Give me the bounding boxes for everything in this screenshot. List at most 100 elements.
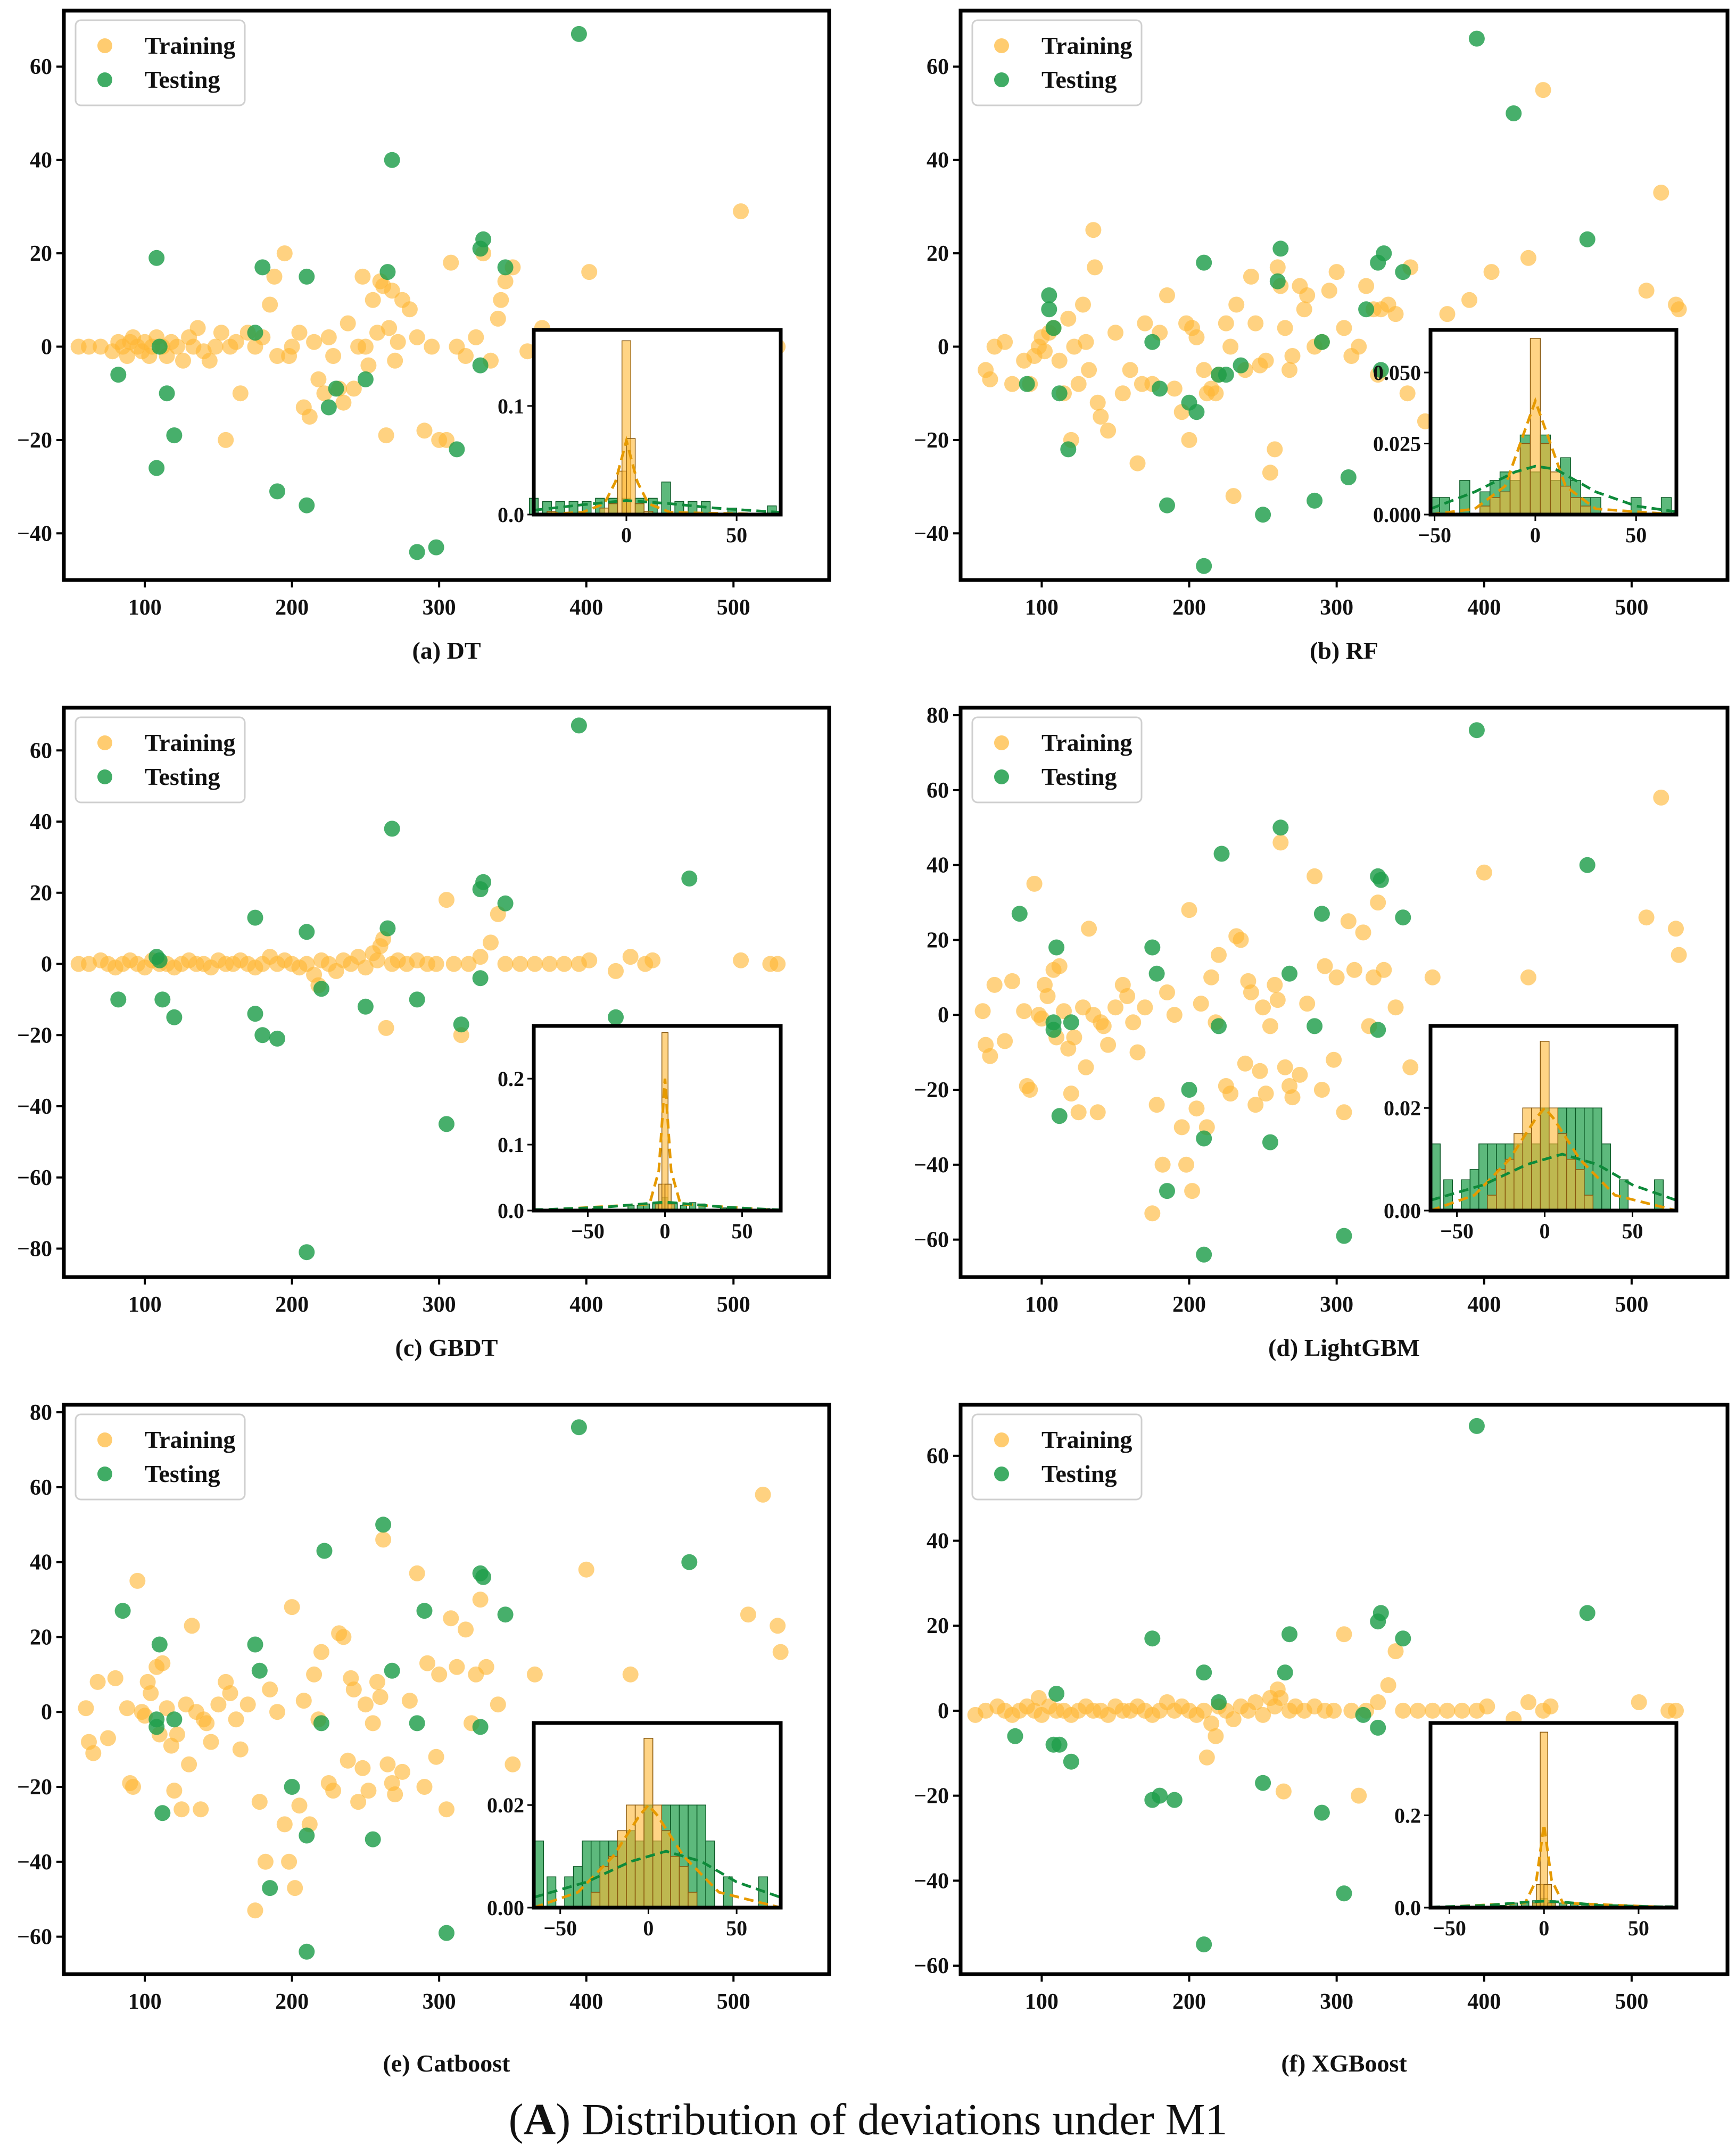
x-tick-label: 500 <box>1615 1293 1648 1317</box>
point-training <box>78 1700 94 1717</box>
inset-x-tick-label: 0 <box>1540 1219 1550 1243</box>
point-training <box>166 1783 183 1799</box>
point-training <box>281 1853 297 1870</box>
panel-2: 100 200 300 400 500−40−200204060TrainingTest… <box>914 9 1730 664</box>
y-tick-label: 0 <box>938 1003 949 1028</box>
point-training <box>733 952 749 968</box>
point-training <box>335 394 352 411</box>
point-testing <box>1269 273 1286 289</box>
point-training <box>1203 1715 1220 1732</box>
point-testing <box>247 325 263 341</box>
point-training <box>497 273 514 289</box>
point-testing <box>1196 1936 1212 1953</box>
kde-curve-testing <box>1430 1900 1677 1909</box>
point-training <box>232 385 249 402</box>
point-testing <box>1063 1753 1079 1770</box>
point-training <box>1247 1694 1264 1710</box>
point-training <box>1004 973 1020 989</box>
y-tick-label: 0 <box>41 1700 52 1725</box>
point-training <box>1255 1706 1271 1723</box>
hist-bar-training <box>1540 1732 1549 1908</box>
point-testing <box>384 152 400 168</box>
legend-label-training: Training <box>145 729 235 756</box>
point-training <box>1272 1690 1289 1706</box>
point-training <box>276 1816 293 1833</box>
y-tick-label: −60 <box>914 1954 949 1978</box>
point-training <box>378 427 394 444</box>
point-training <box>1668 921 1684 937</box>
point-training <box>419 1655 435 1671</box>
point-training <box>409 329 425 345</box>
y-tick-label: −40 <box>914 1869 949 1893</box>
legend-marker-testing <box>994 769 1009 784</box>
point-testing <box>1051 1736 1068 1753</box>
point-testing <box>1373 362 1389 378</box>
point-training <box>379 1756 396 1772</box>
hist-bar-training <box>1540 1041 1550 1211</box>
y-tick-label: −60 <box>17 1925 52 1950</box>
point-training <box>1653 789 1669 806</box>
point-training <box>1188 1100 1205 1117</box>
point-training <box>1222 338 1239 355</box>
point-training <box>189 320 206 336</box>
figure-caption-text: Distribution of deviations under M1 <box>582 2095 1228 2144</box>
hist-bar-training <box>626 438 636 515</box>
point-testing <box>110 991 127 1008</box>
point-testing <box>1152 380 1168 397</box>
point-training <box>381 320 398 336</box>
y-tick-label: 20 <box>927 1614 949 1638</box>
point-training <box>81 338 97 355</box>
point-training <box>1483 264 1500 280</box>
point-testing <box>1313 334 1330 350</box>
legend-box <box>75 1413 246 1501</box>
point-testing <box>247 909 263 926</box>
point-testing <box>1255 1775 1271 1791</box>
legend-label-testing: Testing <box>1041 66 1117 93</box>
point-training <box>1351 338 1367 355</box>
point-training <box>1326 1051 1342 1068</box>
point-training <box>1119 988 1136 1004</box>
point-testing <box>1019 376 1035 392</box>
y-tick-label: 60 <box>30 55 52 79</box>
point-testing <box>428 539 444 556</box>
point-training <box>1173 1119 1190 1136</box>
hist-bar-training <box>1509 471 1521 515</box>
point-training <box>1638 909 1655 926</box>
point-testing <box>1336 1228 1352 1244</box>
point-training <box>1075 296 1091 313</box>
point-testing <box>439 1116 454 1132</box>
point-testing <box>1313 1804 1330 1821</box>
point-training <box>1243 268 1259 285</box>
point-testing <box>1468 30 1485 47</box>
point-training <box>375 1531 392 1548</box>
point-training <box>1089 1104 1106 1121</box>
point-training <box>1395 1702 1411 1719</box>
legend-label-training: Training <box>1041 729 1132 756</box>
point-training <box>310 371 327 387</box>
x-tick-label: 200 <box>1172 595 1206 620</box>
point-training <box>997 334 1013 350</box>
point-training <box>1402 1059 1419 1075</box>
point-training <box>974 1003 991 1020</box>
point-testing <box>1233 357 1249 374</box>
point-training <box>1085 222 1102 238</box>
panel-caption: (e) Catboost <box>383 2050 511 2077</box>
point-training <box>1370 1694 1386 1710</box>
point-training <box>387 1786 403 1803</box>
hist-bar-training <box>1566 1158 1576 1211</box>
plot-frame <box>62 706 831 1279</box>
point-testing <box>1370 1022 1386 1038</box>
legend-marker-testing <box>994 1467 1009 1481</box>
point-training <box>335 1629 352 1645</box>
point-training <box>199 1715 215 1732</box>
point-training <box>1262 465 1278 481</box>
point-training <box>1284 348 1301 364</box>
point-testing <box>1041 287 1057 303</box>
hist-bar-training <box>670 1855 680 1908</box>
point-training <box>218 432 234 448</box>
inset-x-tick-label: 50 <box>726 1916 747 1940</box>
hist-bar-testing <box>1478 1143 1489 1211</box>
point-testing <box>1144 1630 1161 1647</box>
point-testing <box>154 991 171 1008</box>
point-training <box>1671 301 1687 318</box>
